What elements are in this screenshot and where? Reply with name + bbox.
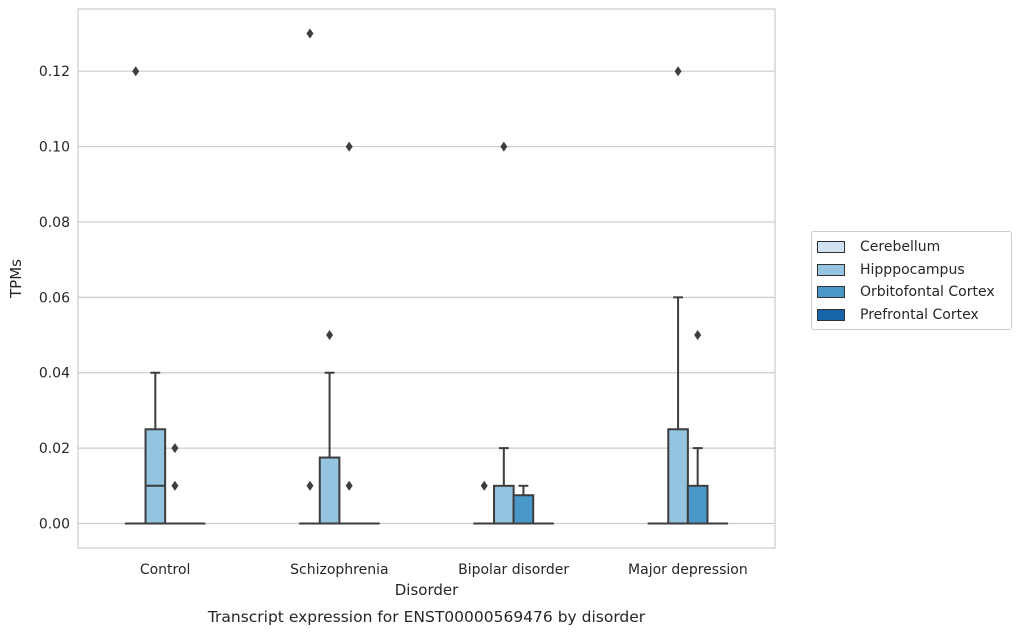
outlier-point [306,28,314,39]
y-axis-ticks: 0.00 0.02 0.04 0.06 0.08 0.10 0.12 [39,64,70,532]
legend-item: Cerebellum [812,236,1011,259]
box [473,480,496,525]
outlier-point [306,480,314,491]
outlier-point [171,480,179,491]
chart-title: Transcript expression for ENST0000056947… [207,608,646,626]
legend-item: Orbitofontal Cortex [812,281,1011,304]
box [124,66,147,525]
box [299,28,321,525]
series-orbitofontal-cortex [164,141,709,525]
y-tick-label: 0.00 [39,517,70,533]
legend-swatch [817,286,845,299]
plot-area-frame [77,8,776,549]
y-tick-label: 0.08 [39,215,70,231]
x-tick-label: Bipolar disorder [458,562,569,578]
outlier-point [500,141,508,152]
legend-label: Hipppocampus [860,261,965,278]
box-body [667,428,689,525]
box [667,66,689,525]
x-tick-label: Schizophrenia [290,562,388,578]
box-series [124,28,729,525]
legend-item: Hipppocampus [812,259,1011,282]
box-body [512,494,535,525]
y-axis-label: TPMs [7,259,25,299]
grid-lines [78,70,775,525]
legend-swatch [817,308,845,321]
x-axis-ticks: Control Schizophrenia Bipolar disorder Majo… [140,562,748,578]
legend-label: Orbitofontal Cortex [860,284,995,301]
outlier-point [132,66,140,77]
y-tick-label: 0.04 [39,366,70,382]
x-tick-label: Major depression [628,562,748,578]
box [164,443,186,525]
series-hipppocampus [144,66,689,525]
legend-label: Cerebellum [860,239,941,256]
box [686,330,709,525]
outlier-point [674,66,682,77]
outlier-point [345,141,353,152]
box [493,141,515,525]
box [338,141,360,525]
x-axis-label: Disorder [395,581,459,599]
box-body [686,484,709,525]
outlier-point [694,330,702,341]
y-tick-label: 0.12 [39,64,70,80]
legend-item: Prefrontal Cortex [812,304,1011,327]
box [318,330,341,525]
series-cerebellum [124,28,670,525]
outlier-point [345,480,353,491]
box [512,484,535,525]
box [144,371,167,525]
outlier-point [480,480,488,491]
legend-swatch [817,241,845,254]
outlier-point [326,330,334,341]
y-tick-label: 0.06 [39,290,70,306]
x-tick-label: Control [140,562,191,578]
legend: Cerebellum Hipppocampus Orbitofontal Corte… [811,231,1012,330]
y-tick-label: 0.02 [39,441,70,457]
y-tick-label: 0.10 [39,140,70,156]
box-body [144,428,167,525]
legend-label: Prefrontal Cortex [860,306,979,323]
legend-swatch [817,263,845,276]
box-body [318,456,341,525]
box-body [493,484,515,525]
outlier-point [171,443,179,454]
